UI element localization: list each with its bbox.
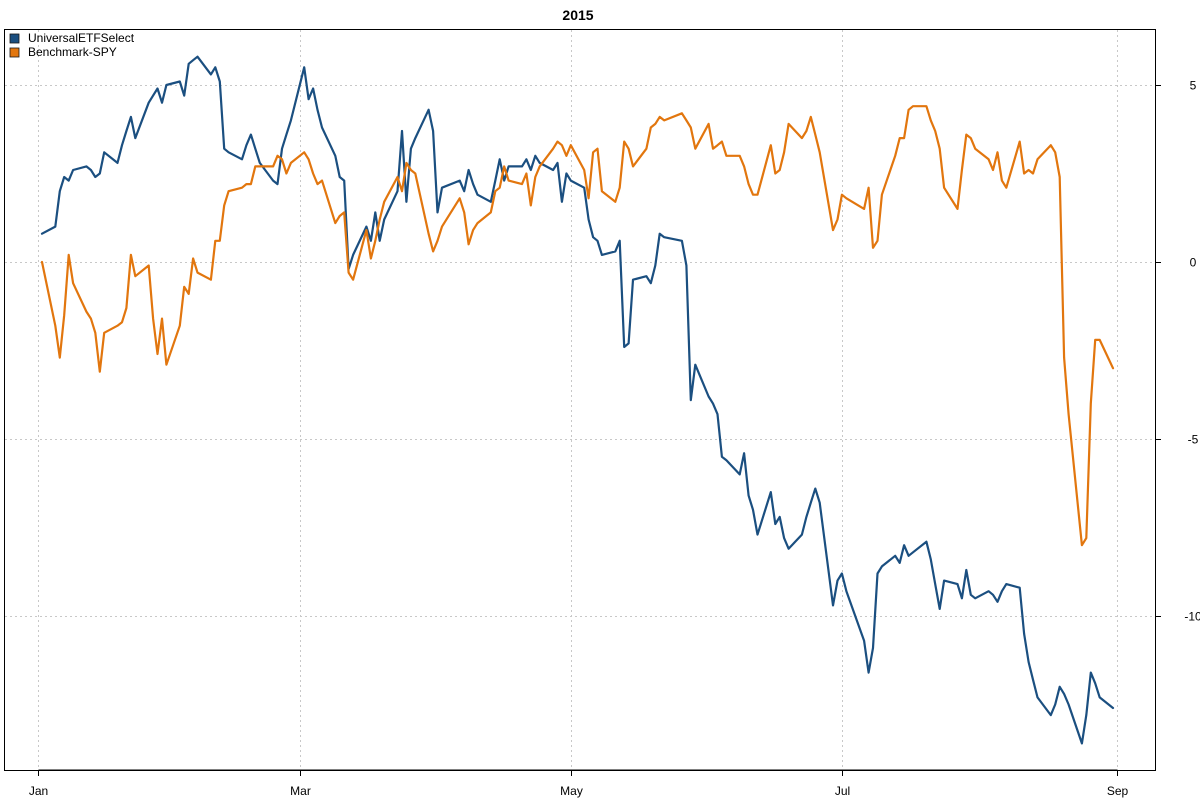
legend-swatch [9, 33, 20, 44]
series-lines [40, 55, 1115, 745]
x-tick-label: Sep [1107, 784, 1129, 798]
series-line-benchmark-spy [40, 105, 1115, 547]
plot-frame [4, 29, 1156, 771]
series-line-universaletfselect [40, 55, 1115, 745]
legend-label: Benchmark-SPY [28, 45, 117, 59]
legend-swatch [9, 47, 20, 58]
x-axis: Jan Mar May Jul Sep [29, 769, 1129, 798]
y-tick-label: -10 [1184, 610, 1200, 624]
chart-title: 2015 [562, 7, 593, 23]
legend-label: UniversalETFSelect [28, 31, 135, 45]
y-tick-label: 0 [1190, 256, 1197, 270]
y-tick-label: 5 [1190, 79, 1197, 93]
grid [5, 30, 1155, 770]
y-tick-label: -5 [1188, 433, 1199, 447]
x-tick-label: Jan [29, 784, 48, 798]
x-tick-label: Mar [290, 784, 311, 798]
x-tick-label: May [560, 784, 583, 798]
x-tick-label: Jul [835, 784, 850, 798]
y-axis: 5 0 -5 -10 [1155, 79, 1200, 624]
